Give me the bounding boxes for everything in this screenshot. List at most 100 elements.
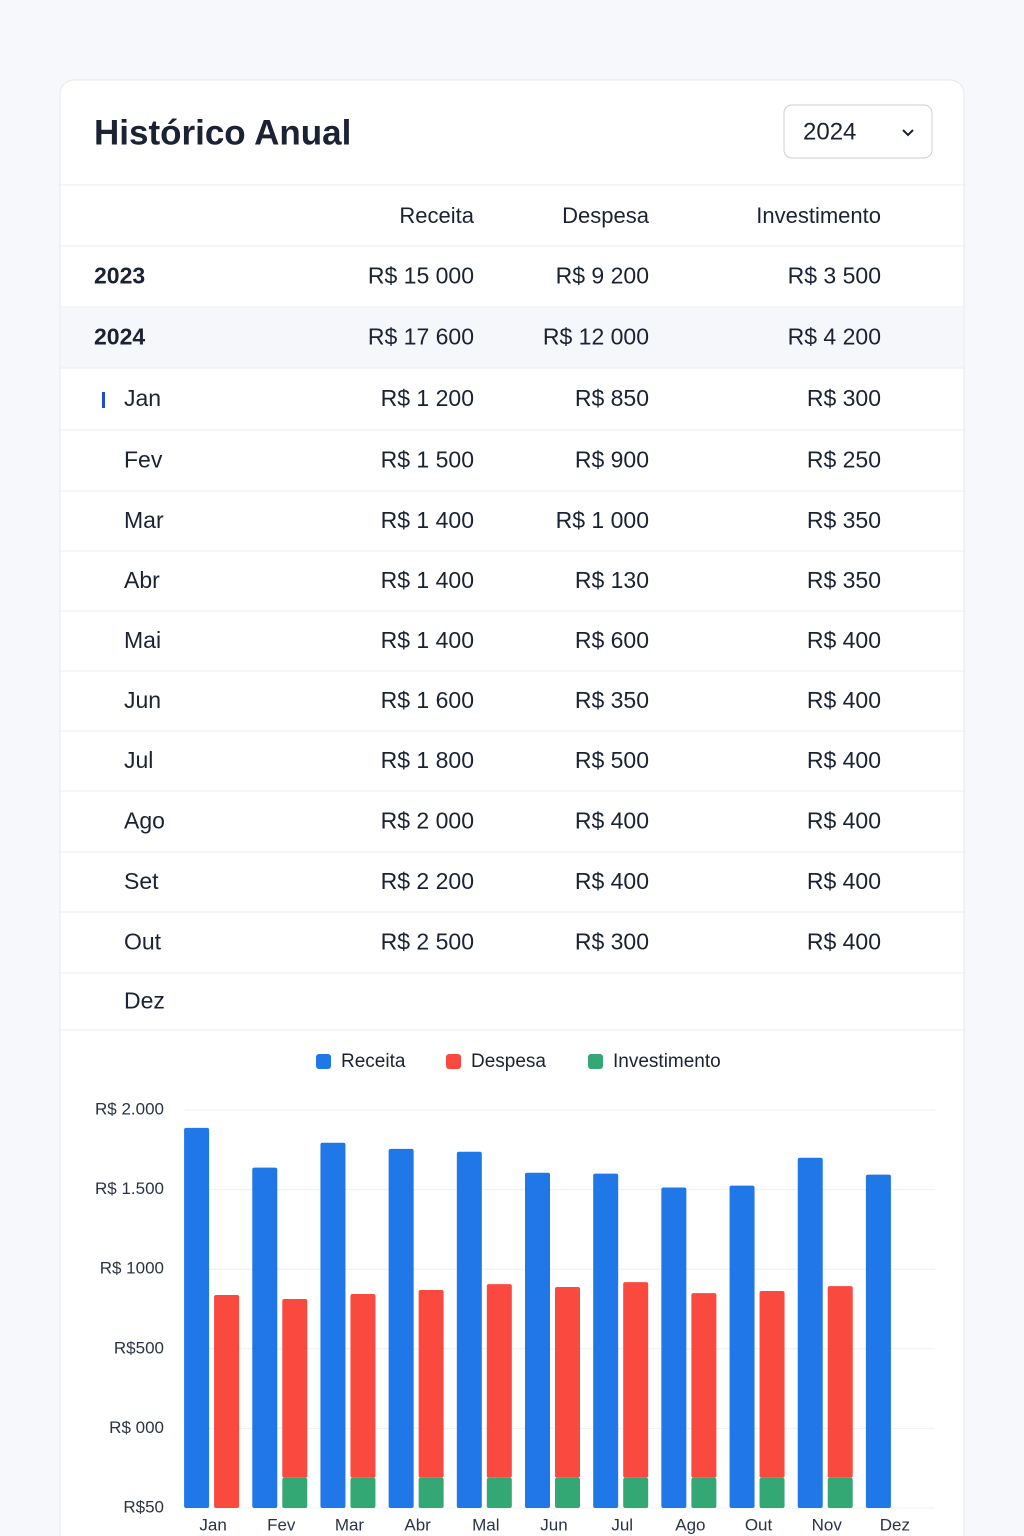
x-tick-label: Fev [267,1515,296,1534]
bar [214,1294,240,1508]
table-cell: R$ 400 [807,627,881,653]
row-label: 2024 [94,324,145,350]
table-cell: R$ 15 000 [368,263,474,289]
table-cell: R$ 400 [807,868,881,894]
y-tick-label: R$ 2.000 [95,1099,164,1118]
x-tick-label: Mal [472,1515,499,1534]
row-indicator [102,392,105,408]
table-cell: R$ 4 200 [788,324,881,350]
table-cell: R$ 1 400 [381,567,474,593]
bar [661,1187,687,1508]
table-cell: R$ 300 [575,929,649,955]
bar [827,1477,853,1508]
table-cell: R$ 350 [807,507,881,533]
bar [418,1290,444,1478]
bar [282,1477,308,1508]
x-tick-label: Nov [812,1515,843,1534]
bar [350,1294,376,1478]
bar [759,1291,785,1478]
table-cell: R$ 300 [807,385,881,411]
table-cell: R$ 400 [807,687,881,713]
x-tick-label: Jan [199,1515,226,1534]
table-cell: R$ 2 000 [381,808,474,834]
table-cell: R$ 400 [807,747,881,773]
y-tick-label: R$500 [114,1338,164,1357]
table-cell: R$ 350 [575,687,649,713]
table-cell: R$ 400 [575,808,649,834]
table-cell: R$ 250 [807,447,881,473]
x-tick-label: Out [745,1515,773,1534]
select-arrow [902,129,914,137]
bar [486,1284,512,1478]
bar [486,1477,512,1508]
bar [827,1286,853,1478]
table-cell: R$ 12 000 [543,324,649,350]
year-select[interactable] [783,104,933,159]
row-label: Dez [124,988,165,1014]
y-tick-label: R$ 1.500 [95,1179,164,1198]
bar [525,1172,550,1508]
bar [418,1477,444,1508]
bar [282,1298,308,1478]
x-tick-label: Dez [880,1515,910,1534]
row-label: Ago [124,808,165,834]
table-cell: R$ 400 [807,929,881,955]
table-cell: R$ 1 200 [381,385,474,411]
bar [320,1142,346,1508]
table-cell: R$ 3 500 [788,263,881,289]
row-label: Abr [124,567,160,593]
row-label: Mai [124,627,161,653]
legend-label: Investimento [613,1051,721,1072]
legend-swatch [588,1054,603,1069]
y-tick-label: R$ 1000 [100,1259,164,1278]
table-cell: R$ 1 400 [381,627,474,653]
legend-swatch [446,1054,461,1069]
table-cell: R$ 1 400 [381,507,474,533]
row-label: Mar [124,507,164,533]
table-cell: R$ 1 800 [381,747,474,773]
column-header: Receita [399,203,474,228]
bar [350,1477,376,1508]
row-label: Fev [124,447,163,473]
bar [865,1174,891,1508]
row-label: Set [124,868,159,894]
y-tick-label: R$50 [123,1497,164,1516]
x-tick-label: Mar [335,1515,365,1534]
row-label: Jun [124,687,161,713]
table-cell: R$ 17 600 [368,324,474,350]
table-cell: R$ 400 [575,868,649,894]
table-cell: R$ 1 500 [381,447,474,473]
year-select-value[interactable]: 2024 [803,118,856,145]
table-cell: R$ 850 [575,385,649,411]
x-tick-label: Abr [404,1515,431,1534]
bar [388,1148,414,1508]
card-title: Histórico Anual [94,113,351,152]
legend-label: Despesa [471,1051,546,1072]
table-cell: R$ 1 600 [381,687,474,713]
table-cell: R$ 2 500 [381,929,474,955]
y-tick-label: R$ 000 [109,1418,164,1437]
bar [593,1173,619,1508]
column-header: Investimento [756,203,881,228]
x-tick-label: Ago [675,1515,705,1534]
table-cell: R$ 130 [575,567,649,593]
bar [555,1287,580,1478]
bar [252,1167,278,1508]
row-label: 2023 [94,263,145,289]
table-cell: R$ 500 [575,747,649,773]
bar [184,1127,210,1508]
legend-label: Receita [341,1051,406,1072]
bar [456,1151,482,1508]
table-cell: R$ 350 [807,567,881,593]
table-cell: R$ 9 200 [556,263,649,289]
bar [691,1293,717,1478]
table-cell: R$ 400 [807,808,881,834]
bar [759,1477,785,1508]
row-highlight [61,308,963,368]
card [59,79,965,1536]
row-label: Jul [124,747,153,773]
x-tick-label: Jun [540,1515,567,1534]
table-cell: R$ 1 000 [556,507,649,533]
legend-swatch [316,1054,331,1069]
